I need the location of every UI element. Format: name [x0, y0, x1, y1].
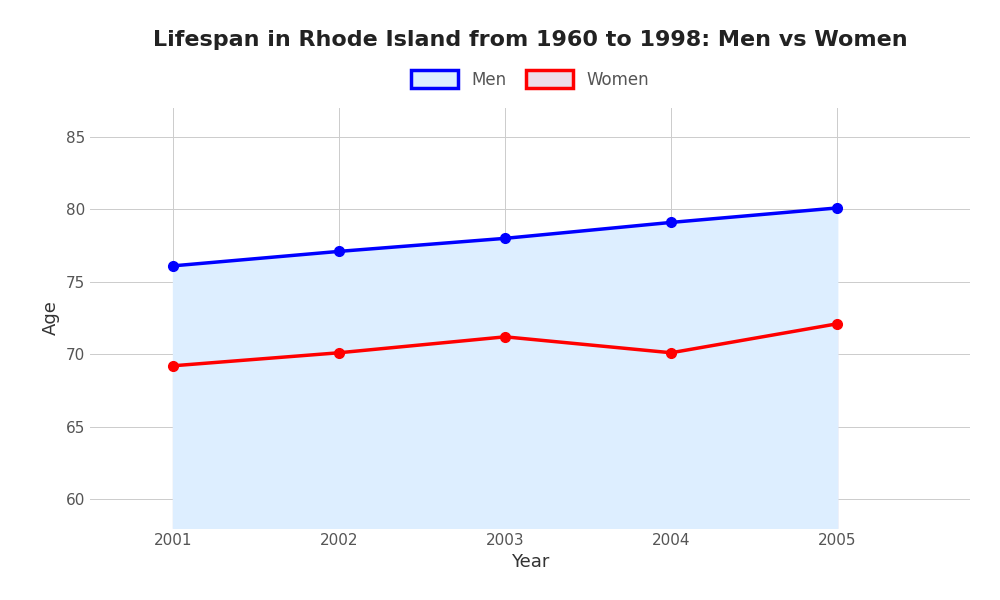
Y-axis label: Age: Age: [42, 301, 60, 335]
Legend: Men, Women: Men, Women: [403, 62, 657, 97]
X-axis label: Year: Year: [511, 553, 549, 571]
Title: Lifespan in Rhode Island from 1960 to 1998: Men vs Women: Lifespan in Rhode Island from 1960 to 19…: [153, 29, 907, 49]
